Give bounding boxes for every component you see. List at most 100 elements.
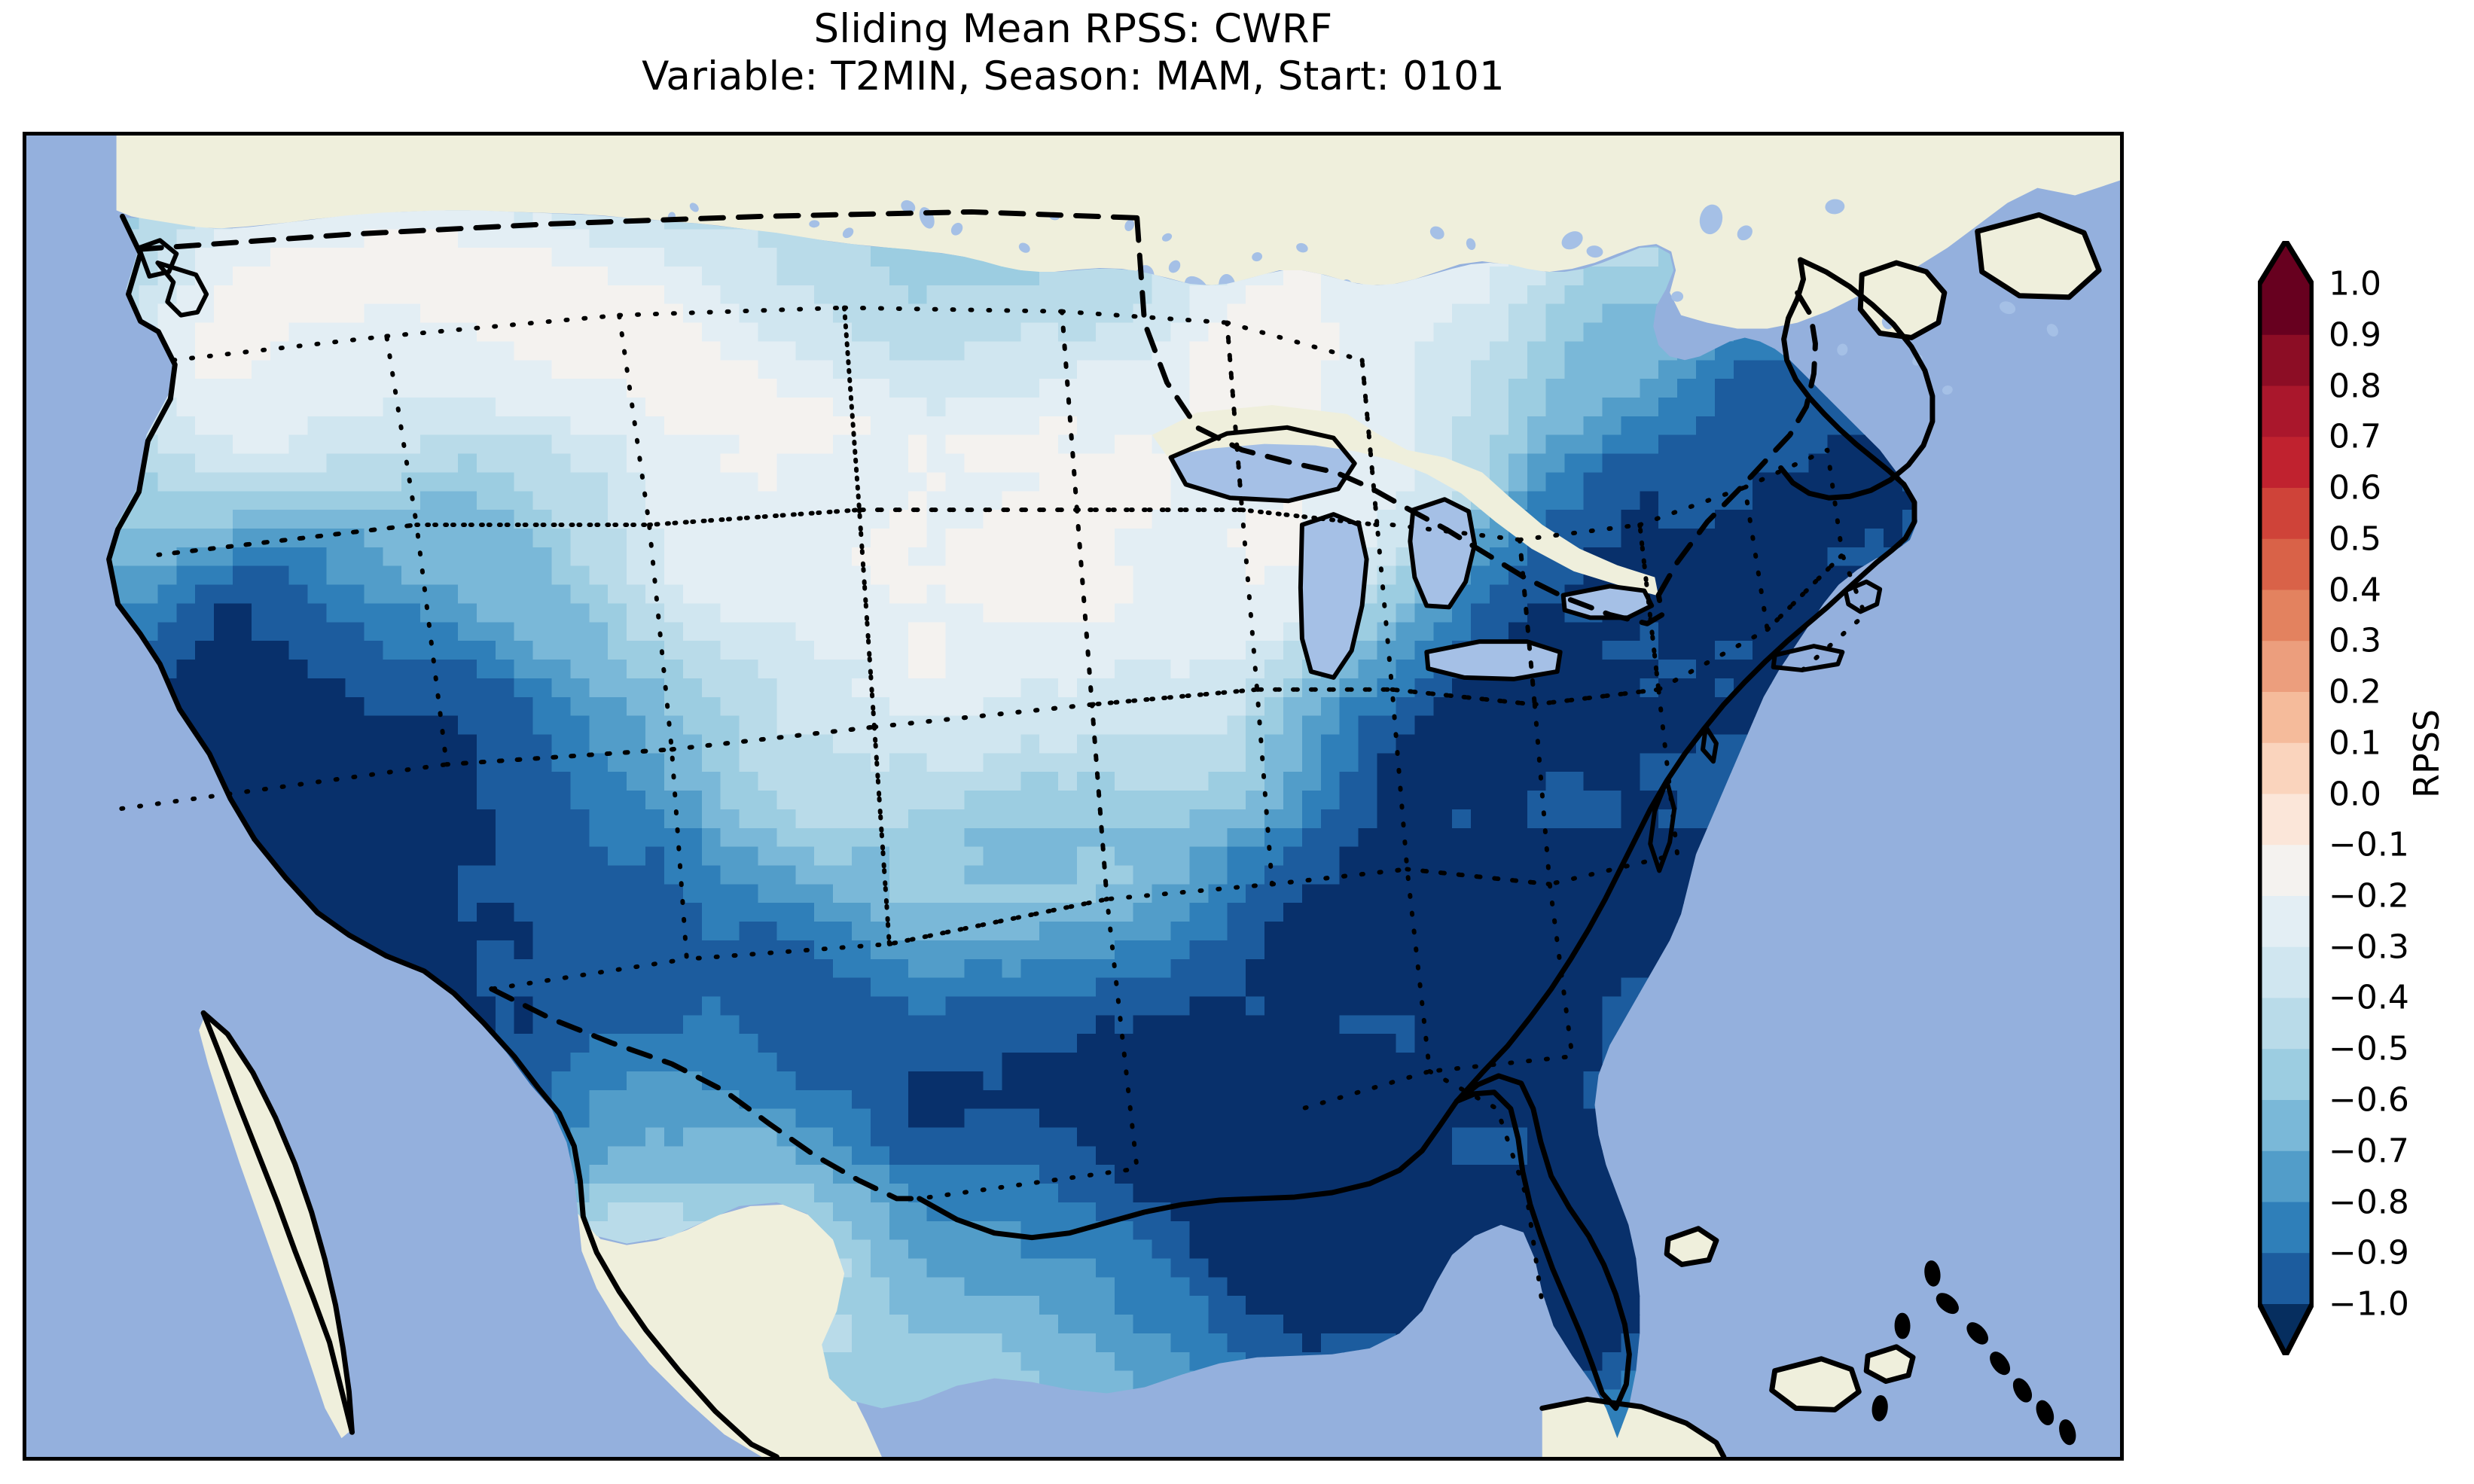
rpss-grid-cell (364, 453, 383, 474)
rpss-grid-cell (1133, 903, 1153, 922)
inland-lake (1018, 242, 1030, 253)
rpss-grid-cell (1039, 360, 1059, 379)
rpss-grid-cell (758, 547, 778, 567)
rpss-grid-cell (1508, 884, 1528, 904)
rpss-grid-cell (852, 940, 871, 960)
rpss-grid-cell (476, 603, 496, 623)
rpss-grid-cell (1752, 510, 1772, 529)
rpss-grid-cell (439, 922, 459, 941)
rpss-grid-cell (1152, 903, 1172, 922)
rpss-grid-cell (270, 341, 290, 361)
rpss-grid-cell (926, 303, 947, 324)
rpss-grid-cell (307, 472, 328, 492)
rpss-grid-cell (758, 565, 778, 586)
rpss-grid-cell (1714, 510, 1734, 529)
rpss-grid-cell (288, 772, 309, 791)
rpss-grid-cell (682, 529, 703, 548)
rpss-grid-cell (532, 267, 553, 286)
rpss-grid-cell (701, 565, 721, 586)
rpss-grid-cell (345, 565, 365, 586)
rpss-grid-cell (1414, 791, 1434, 810)
rpss-grid-cell (457, 865, 477, 885)
rpss-grid-cell (1508, 715, 1528, 736)
inland-lake (1161, 233, 1173, 242)
rpss-grid-cell (795, 641, 815, 660)
rpss-grid-cell (1714, 660, 1734, 679)
rpss-grid-cell (1658, 434, 1678, 455)
rpss-grid-cell (1133, 660, 1153, 679)
rpss-grid-cell (739, 734, 759, 754)
rpss-grid-cell (1621, 453, 1640, 474)
rpss-grid-cell (908, 791, 928, 810)
rpss-grid-cell (383, 715, 402, 736)
rpss-grid-cell (495, 809, 515, 829)
rpss-grid-cell (420, 472, 440, 492)
rpss-grid-cell (1002, 641, 1021, 660)
rpss-grid-cell (1283, 285, 1303, 305)
rpss-grid-cell (1471, 791, 1490, 810)
rpss-grid-cell (251, 472, 271, 492)
rpss-grid-cell (1339, 360, 1359, 379)
rpss-grid-cell (1152, 753, 1172, 772)
rpss-grid-cell (1227, 922, 1246, 941)
rpss-grid-cell (852, 809, 871, 829)
rpss-grid-cell (532, 884, 553, 904)
rpss-grid-cell (852, 734, 871, 754)
rpss-grid-cell (1227, 660, 1246, 679)
rpss-grid-cell (383, 678, 402, 698)
rpss-grid-cell (233, 603, 252, 623)
rpss-grid-cell (1133, 416, 1153, 436)
rpss-grid-cell (682, 660, 703, 679)
rpss-grid-cell (1020, 753, 1040, 772)
rpss-grid-cell (1020, 940, 1040, 960)
rpss-grid-cell (251, 547, 271, 567)
rpss-grid-cell (1358, 940, 1378, 960)
rpss-grid-cell (457, 715, 477, 736)
rpss-grid-cell (983, 491, 1003, 510)
rpss-grid-cell (307, 603, 328, 623)
rpss-grid-cell (1020, 472, 1040, 492)
rpss-grid-cell (364, 641, 383, 660)
rpss-grid-cell (1020, 510, 1040, 529)
rpss-grid-cell (420, 398, 440, 417)
rpss-grid-cell (663, 434, 684, 455)
inland-lake (2046, 324, 2058, 337)
rpss-grid-cell (1471, 678, 1490, 698)
rpss-grid-cell (1320, 322, 1341, 343)
rpss-grid-cell (1208, 603, 1228, 623)
rpss-grid-cell (1076, 565, 1097, 586)
rpss-grid-cell (983, 734, 1003, 754)
rpss-grid-cell (1076, 678, 1097, 698)
rpss-grid-cell (1545, 678, 1566, 698)
rpss-grid-cell (570, 229, 590, 248)
rpss-grid-cell (551, 529, 572, 548)
rpss-grid-cell (1640, 434, 1659, 455)
rpss-grid-cell (1414, 753, 1434, 772)
rpss-grid-cell (945, 753, 966, 772)
rpss-grid-cell (776, 922, 797, 941)
rpss-grid-cell (195, 678, 215, 698)
rpss-grid-cell (1039, 940, 1059, 960)
rpss-grid-cell (364, 903, 383, 922)
rpss-grid-cell (739, 884, 759, 904)
rpss-grid-cell (1789, 434, 1810, 455)
rpss-grid-cell (1564, 772, 1585, 791)
rpss-grid-cell (401, 210, 421, 230)
rpss-grid-cell (645, 398, 665, 417)
rpss-grid-cell (889, 622, 909, 641)
rpss-grid-cell (589, 678, 609, 698)
rpss-grid-cell (945, 791, 966, 810)
rpss-grid-cell (1433, 791, 1453, 810)
rpss-grid-cell (663, 584, 684, 605)
rpss-grid-cell (1583, 303, 1603, 324)
rpss-grid-cell (532, 641, 553, 660)
rpss-grid-cell (1170, 529, 1191, 548)
rpss-grid-cell (720, 341, 740, 361)
rpss-grid-cell (476, 267, 496, 286)
rpss-grid-cell (157, 529, 177, 548)
rpss-grid-cell (1658, 622, 1678, 641)
rpss-grid-cell (1076, 453, 1097, 474)
rpss-grid-cell (1414, 622, 1434, 641)
rpss-grid-cell (1301, 846, 1322, 867)
rpss-grid-cell (383, 827, 402, 848)
